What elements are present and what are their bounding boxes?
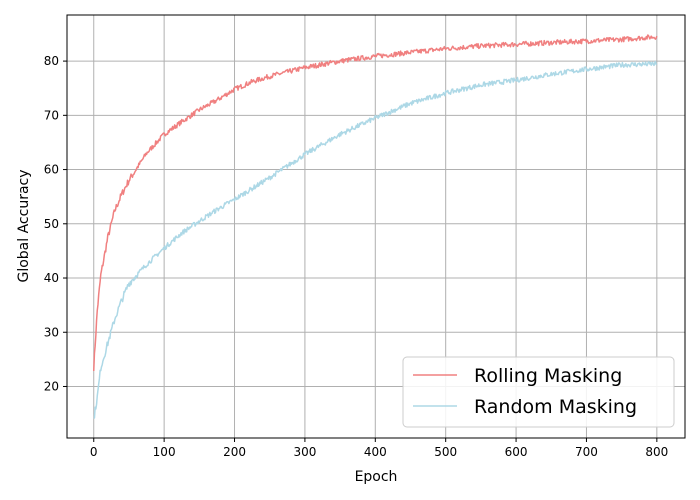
series-line-random-masking <box>93 60 657 419</box>
x-axis-label: Epoch <box>355 469 398 485</box>
y-ticks: 20 30 40 50 60 70 80 <box>44 54 67 393</box>
x-tick-label: 100 <box>153 445 176 459</box>
y-tick-label: 40 <box>44 271 59 285</box>
x-tick-label: 700 <box>575 445 598 459</box>
x-tick-label: 800 <box>645 445 668 459</box>
y-tick-label: 50 <box>44 217 59 231</box>
x-tick-label: 200 <box>223 445 246 459</box>
x-tick-label: 600 <box>505 445 528 459</box>
x-tick-label: 300 <box>293 445 316 459</box>
legend-label-random-masking: Random Masking <box>474 396 637 418</box>
plot-frame <box>66 14 686 439</box>
x-tick-label: 500 <box>434 445 457 459</box>
legend-label-rolling-masking: Rolling Masking <box>474 365 622 387</box>
y-tick-label: 70 <box>44 108 59 122</box>
series-layer <box>93 34 658 419</box>
y-tick-label: 80 <box>44 54 59 68</box>
x-tick-label: 0 <box>90 445 98 459</box>
series-line-rolling-masking <box>93 34 658 372</box>
legend: Rolling Masking Random Masking <box>402 356 675 428</box>
legend-box <box>402 356 675 428</box>
y-tick-label: 30 <box>44 325 59 339</box>
x-ticks: 0 100 200 300 400 500 600 700 800 <box>90 438 668 459</box>
x-tick-label: 400 <box>364 445 387 459</box>
y-axis-label: Global Accuracy <box>16 169 32 282</box>
y-tick-label: 20 <box>44 379 59 393</box>
y-tick-label: 60 <box>44 163 59 177</box>
